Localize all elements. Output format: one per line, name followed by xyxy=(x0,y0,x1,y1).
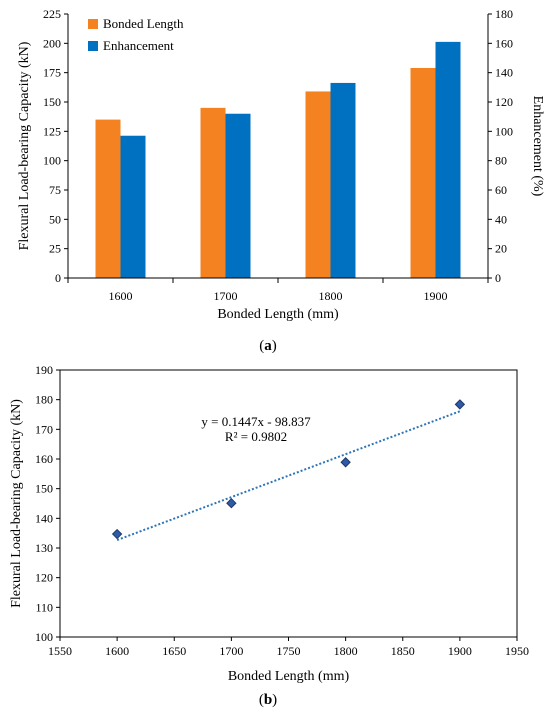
x-ticks: 1600 1700 1800 1900 xyxy=(67,278,489,303)
bar-bonded-length xyxy=(410,67,436,279)
y-tick-label: 150 xyxy=(35,482,53,496)
x-axis-title: Bonded Length (mm) xyxy=(228,669,350,684)
panel-letter: a xyxy=(264,338,272,354)
y-tick-label: 100 xyxy=(43,154,61,168)
right-y-axis-title: Enhancement (%) xyxy=(530,96,545,197)
panel-label-b: (b) xyxy=(259,692,277,708)
left-y-ticks: 0 25 50 75 100 125 150 175 200 225 xyxy=(43,7,68,285)
y2-tick-label: 140 xyxy=(495,66,513,80)
legend-swatch xyxy=(88,41,98,51)
y-axis-title: Flexural Load-bearing Capacity (kN) xyxy=(17,41,32,250)
x-tick-label: 1900 xyxy=(448,644,472,658)
y-tick-label: 190 xyxy=(35,363,53,377)
y2-tick-label: 0 xyxy=(495,271,501,285)
y-tick-label: 125 xyxy=(43,124,61,138)
x-tick-label: 1650 xyxy=(162,644,186,658)
y-tick-label: 75 xyxy=(49,183,61,197)
y-ticks: 100 110 120 130 140 150 160 170 180 190 xyxy=(35,363,60,644)
bar-bonded-length xyxy=(95,119,121,278)
y-axis-title: Flexural Load-bearing Capacity (kN) xyxy=(9,399,24,608)
y-tick-label: 160 xyxy=(35,452,53,466)
data-point-marker xyxy=(340,457,351,468)
y-tick-label: 150 xyxy=(43,95,61,109)
legend-label: Enhancement xyxy=(103,38,174,53)
y2-tick-label: 120 xyxy=(495,95,513,109)
y-tick-label: 140 xyxy=(35,511,53,525)
right-y-ticks: 0 20 40 60 80 100 120 140 160 180 xyxy=(488,7,513,285)
x-tick-label: 1800 xyxy=(334,644,358,658)
x-tick-label: 1700 xyxy=(219,644,243,658)
bar-enhancement xyxy=(435,41,461,278)
trendline-equation: y = 0.1447x - 98.837 xyxy=(201,414,311,429)
bar-chart-a: 0 25 50 75 100 125 150 175 200 225 0 20 40 60 80 100 12… xyxy=(17,7,545,354)
x-ticks: 1550 1600 1650 1700 1750 1800 1850 1900 1950 xyxy=(48,637,529,658)
bar-enhancement xyxy=(225,113,251,278)
x-tick-label: 1550 xyxy=(48,644,72,658)
y-tick-label: 200 xyxy=(43,36,61,50)
y2-tick-label: 40 xyxy=(495,212,507,226)
y2-tick-label: 180 xyxy=(495,7,513,21)
bar-enhancement xyxy=(330,82,356,278)
data-point-marker xyxy=(454,399,466,410)
bar-bonded-length xyxy=(200,107,226,278)
y-tick-label: 130 xyxy=(35,541,53,555)
x-tick-label: 1600 xyxy=(109,289,133,303)
y2-tick-label: 80 xyxy=(495,154,507,168)
y-tick-label: 25 xyxy=(49,242,61,256)
trendline xyxy=(116,410,461,541)
bar-enhancement xyxy=(120,135,146,278)
chart-frame xyxy=(59,369,518,638)
data-point-marker xyxy=(111,528,123,540)
y2-tick-label: 100 xyxy=(495,124,513,138)
x-tick-label: 1900 xyxy=(424,289,448,303)
y-tick-label: 225 xyxy=(43,7,61,21)
y2-tick-label: 60 xyxy=(495,183,507,197)
y-tick-label: 0 xyxy=(55,271,61,285)
trendline-r-squared: R² = 0.9802 xyxy=(225,429,287,444)
y-tick-label: 175 xyxy=(43,66,61,80)
legend: Bonded Length Enhancement xyxy=(88,16,184,53)
data-points xyxy=(111,399,466,540)
bar-bonded-length xyxy=(305,91,331,278)
x-axis-title: Bonded Length (mm) xyxy=(217,307,339,322)
y-tick-label: 50 xyxy=(49,212,61,226)
y2-tick-label: 160 xyxy=(495,36,513,50)
y-tick-label: 180 xyxy=(35,393,53,407)
x-tick-label: 1600 xyxy=(105,644,129,658)
y-tick-label: 170 xyxy=(35,422,53,436)
y-tick-label: 100 xyxy=(35,630,53,644)
x-tick-label: 1850 xyxy=(391,644,415,658)
panel-letter: b xyxy=(264,692,272,708)
x-tick-label: 1750 xyxy=(277,644,301,658)
bar-series-group xyxy=(95,41,461,279)
legend-label: Bonded Length xyxy=(103,16,184,31)
x-tick-label: 1950 xyxy=(505,644,529,658)
y2-tick-label: 20 xyxy=(495,242,507,256)
y-tick-label: 120 xyxy=(35,571,53,585)
panel-label-a: (a) xyxy=(259,338,277,354)
y-tick-label: 110 xyxy=(35,600,53,614)
legend-swatch xyxy=(88,19,98,29)
x-tick-label: 1800 xyxy=(319,289,343,303)
x-tick-label: 1700 xyxy=(214,289,238,303)
data-point-marker xyxy=(226,497,237,509)
